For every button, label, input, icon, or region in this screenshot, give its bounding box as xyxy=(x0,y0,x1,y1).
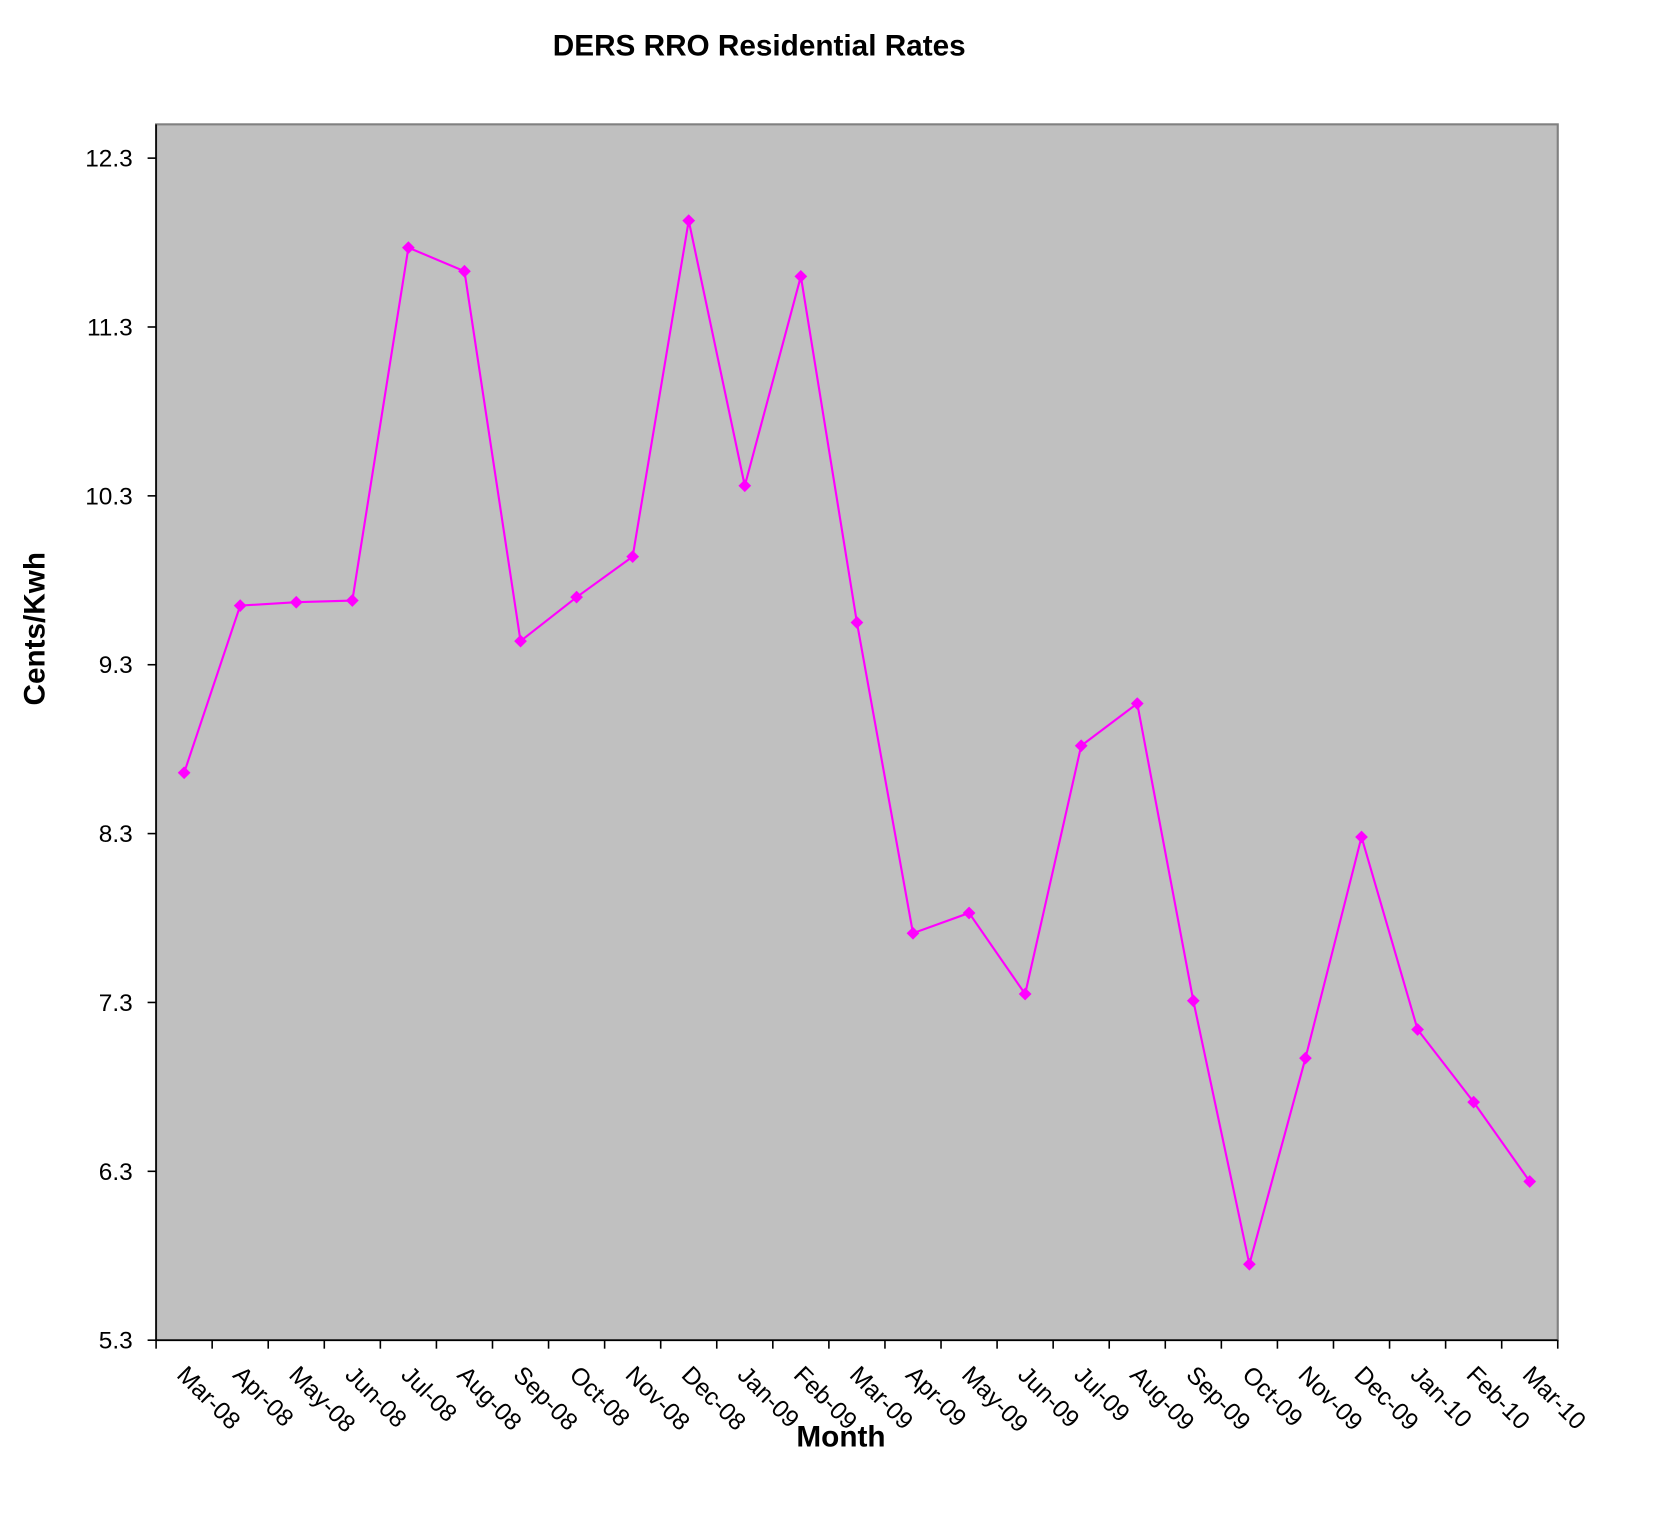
y-tick-label: 7.3 xyxy=(99,990,133,1017)
data-point xyxy=(177,766,191,780)
data-point xyxy=(1523,1175,1537,1188)
data-point xyxy=(906,926,920,940)
y-tick-label: 11.3 xyxy=(87,314,133,341)
data-point xyxy=(1355,830,1368,844)
data-point xyxy=(570,590,583,604)
data-point xyxy=(345,594,359,607)
chart-title: DERS RRO Residential Rates xyxy=(553,29,966,62)
data-point xyxy=(289,595,303,609)
data-point xyxy=(682,214,696,227)
data-point xyxy=(738,479,752,493)
data-point xyxy=(1186,994,1200,1008)
x-axis-label: Month xyxy=(796,1420,885,1453)
y-tick-label: 8.3 xyxy=(99,821,133,848)
y-axis-label: Cents/Kwh xyxy=(19,552,52,706)
y-tick-label: 6.3 xyxy=(99,1159,133,1186)
y-tick-label: 5.3 xyxy=(99,1328,133,1355)
data-point xyxy=(233,599,247,612)
y-tick-label: 12.3 xyxy=(85,146,133,173)
data-point xyxy=(962,906,976,920)
y-tick-label: 10.3 xyxy=(85,483,133,510)
plot-area xyxy=(155,123,1559,1342)
data-point xyxy=(850,616,864,629)
data-point xyxy=(626,550,640,564)
data-point xyxy=(1130,697,1144,710)
x-tick-label: Mar-10 xyxy=(1517,1361,1591,1435)
data-point xyxy=(402,241,415,254)
y-tick-label: 9.3 xyxy=(99,652,133,679)
data-point xyxy=(514,634,527,648)
data-point xyxy=(1074,739,1088,753)
